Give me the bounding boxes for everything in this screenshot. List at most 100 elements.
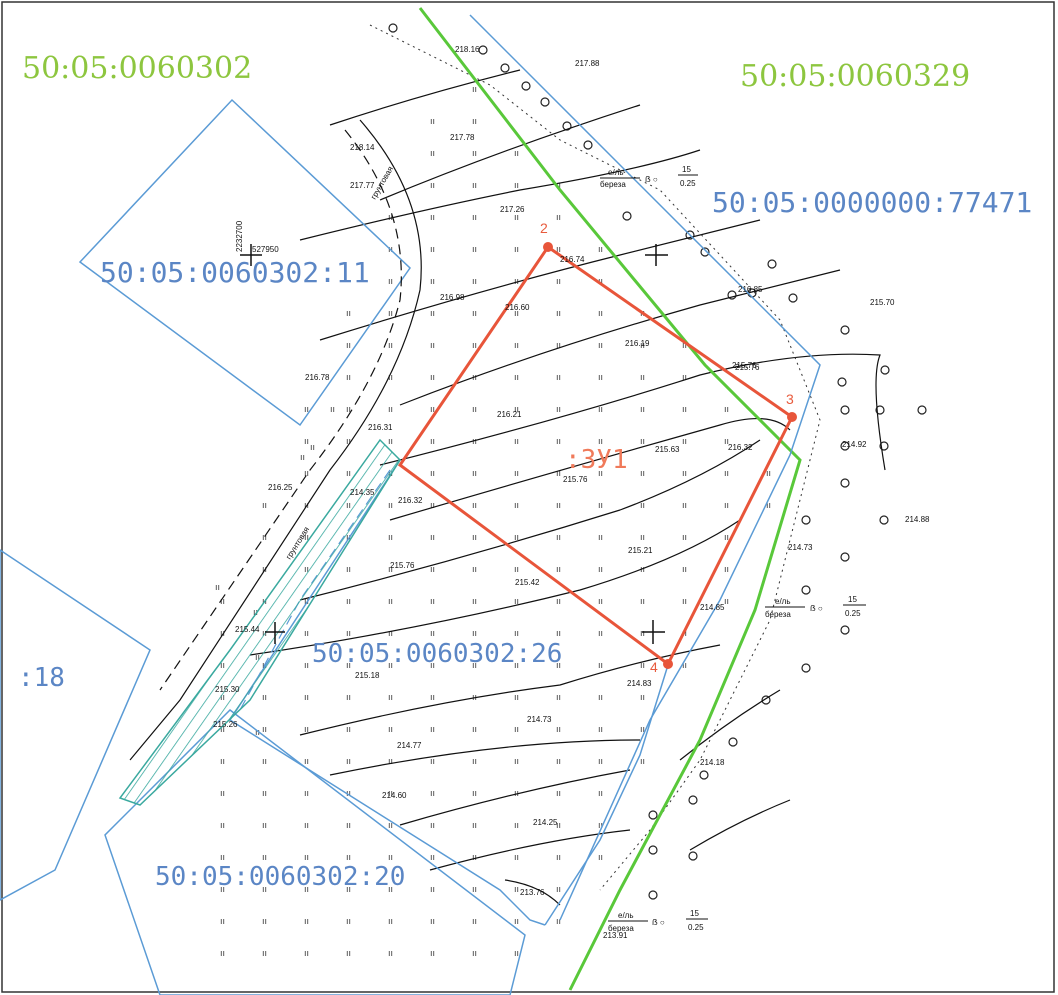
meadow-symbol: ıı [640,628,645,638]
vertex-2 [543,242,553,252]
vertex-3 [787,412,797,422]
meadow-symbol: ıı [556,340,561,350]
meadow-symbol: ıı [388,628,393,638]
svg-text:береза: береза [765,610,791,619]
meadow-symbol: ıı [430,244,435,254]
meadow-symbol: ıı [556,724,561,734]
meadow-symbol: ıı [388,340,393,350]
meadow-symbol: ıı [766,500,771,510]
parcel-18-border [0,549,151,901]
meadow-symbol: ıı [724,404,729,414]
meadow-symbol: ıı [304,436,309,446]
meadow-symbol: ıı [472,596,477,606]
meadow-symbol: ıı [430,148,435,158]
contour-line [389,417,791,521]
elevation-label: 217.78 [450,133,475,142]
meadow-symbol: ıı [514,468,519,478]
meadow-symbol: ıı [346,692,351,702]
meadow-symbol: ıı [262,692,267,702]
new-parcel-label: :ЗУ1 [565,445,628,475]
meadow-symbol: ıı [514,532,519,542]
meadow-symbol: ıı [388,436,393,446]
svg-text:береза: береза [600,180,626,189]
contour-line [679,689,781,761]
meadow-symbol: ıı [472,404,477,414]
meadow-symbol: ıı [598,340,603,350]
meadow-symbol: ıı [640,692,645,702]
meadow-symbol: ıı [472,852,477,862]
meadow-symbol: ıı [255,727,260,737]
elevation-label: 215.26 [213,720,238,729]
meadow-symbol: ıı [472,212,477,222]
meadow-symbol: ıı [388,308,393,318]
meadow-symbol: ıı [253,607,258,617]
svg-text:15: 15 [690,909,699,918]
coordinate-marker: 2232700 527950 [235,220,279,266]
meadow-symbol: ıı [598,820,603,830]
tree-note: е/ль береза ẞ ○ 15 0.25 [600,165,698,189]
meadow-symbol: ıı [304,820,309,830]
svg-text:15: 15 [682,165,691,174]
meadow-symbol: ıı [514,852,519,862]
meadow-symbol: ıı [598,372,603,382]
cadastral-block-border [418,7,802,991]
elevation-label: 215.18 [355,671,380,680]
meadow-symbol: ıı [514,244,519,254]
meadow-symbol: ıı [346,788,351,798]
meadow-symbol: ıı [598,852,603,862]
parcel-label-20: 50:05:0060302:20 [155,862,405,892]
meadow-symbol: ıı [220,916,225,926]
tree-icon [562,121,572,131]
elevation-label: 215.21 [628,546,653,555]
tree-icon [648,845,658,855]
meadow-symbol: ıı [430,596,435,606]
meadow-symbol: ıı [310,442,315,452]
meadow-symbol: ıı [430,276,435,286]
tree-icon [837,377,847,387]
meadow-symbol: ıı [598,468,603,478]
meadow-symbol: ıı [682,340,687,350]
meadow-symbol: ıı [556,276,561,286]
contour-line [399,769,631,826]
parcel-label-26: 50:05:0060302:26 [312,639,562,669]
tree-icon [688,851,698,861]
meadow-symbol: ıı [430,660,435,670]
meadow-symbol: ıı [388,916,393,926]
meadow-symbol: ıı [556,404,561,414]
coordinate-y: 527950 [252,245,279,254]
contour-line [329,69,521,126]
meadow-symbol: ıı [388,596,393,606]
meadow-symbol: ıı [598,660,603,670]
elevation-label: 216.25 [268,483,293,492]
meadow-symbol: ıı [304,660,309,670]
meadow-symbol: ıı [766,468,771,478]
meadow-symbol: ıı [220,884,225,894]
meadow-symbol: ıı [640,724,645,734]
meadow-symbol: ıı [430,564,435,574]
contour-lines [249,69,886,906]
meadow-symbol: ıı [346,724,351,734]
meadow-symbol: ıı [472,916,477,926]
meadow-symbol: ıı [598,596,603,606]
meadow-symbol: ıı [598,404,603,414]
meadow-symbol: ıı [514,180,519,190]
meadow-symbol: ıı [430,628,435,638]
meadow-symbol: ıı [598,564,603,574]
svg-text:е/ль: е/ль [775,597,791,606]
meadow-symbol: ıı [388,660,393,670]
meadow-symbol: ıı [598,724,603,734]
meadow-symbol: ıı [472,628,477,638]
meadow-symbol: ıı [262,532,267,542]
meadow-symbol: ıı [346,372,351,382]
coordinate-x: 2232700 [235,220,244,252]
meadow-symbol: ıı [472,468,477,478]
meadow-symbol: ıı [262,724,267,734]
block-label-60302: 50:05:0060302 [22,51,252,86]
meadow-symbol: ıı [330,404,335,414]
meadow-symbol: ıı [262,884,267,894]
meadow-symbol: ıı [346,404,351,414]
elevation-label: 215.76 [735,363,760,372]
meadow-symbol: ıı [430,500,435,510]
meadow-symbol: ıı [682,532,687,542]
meadow-symbol: ıı [556,500,561,510]
